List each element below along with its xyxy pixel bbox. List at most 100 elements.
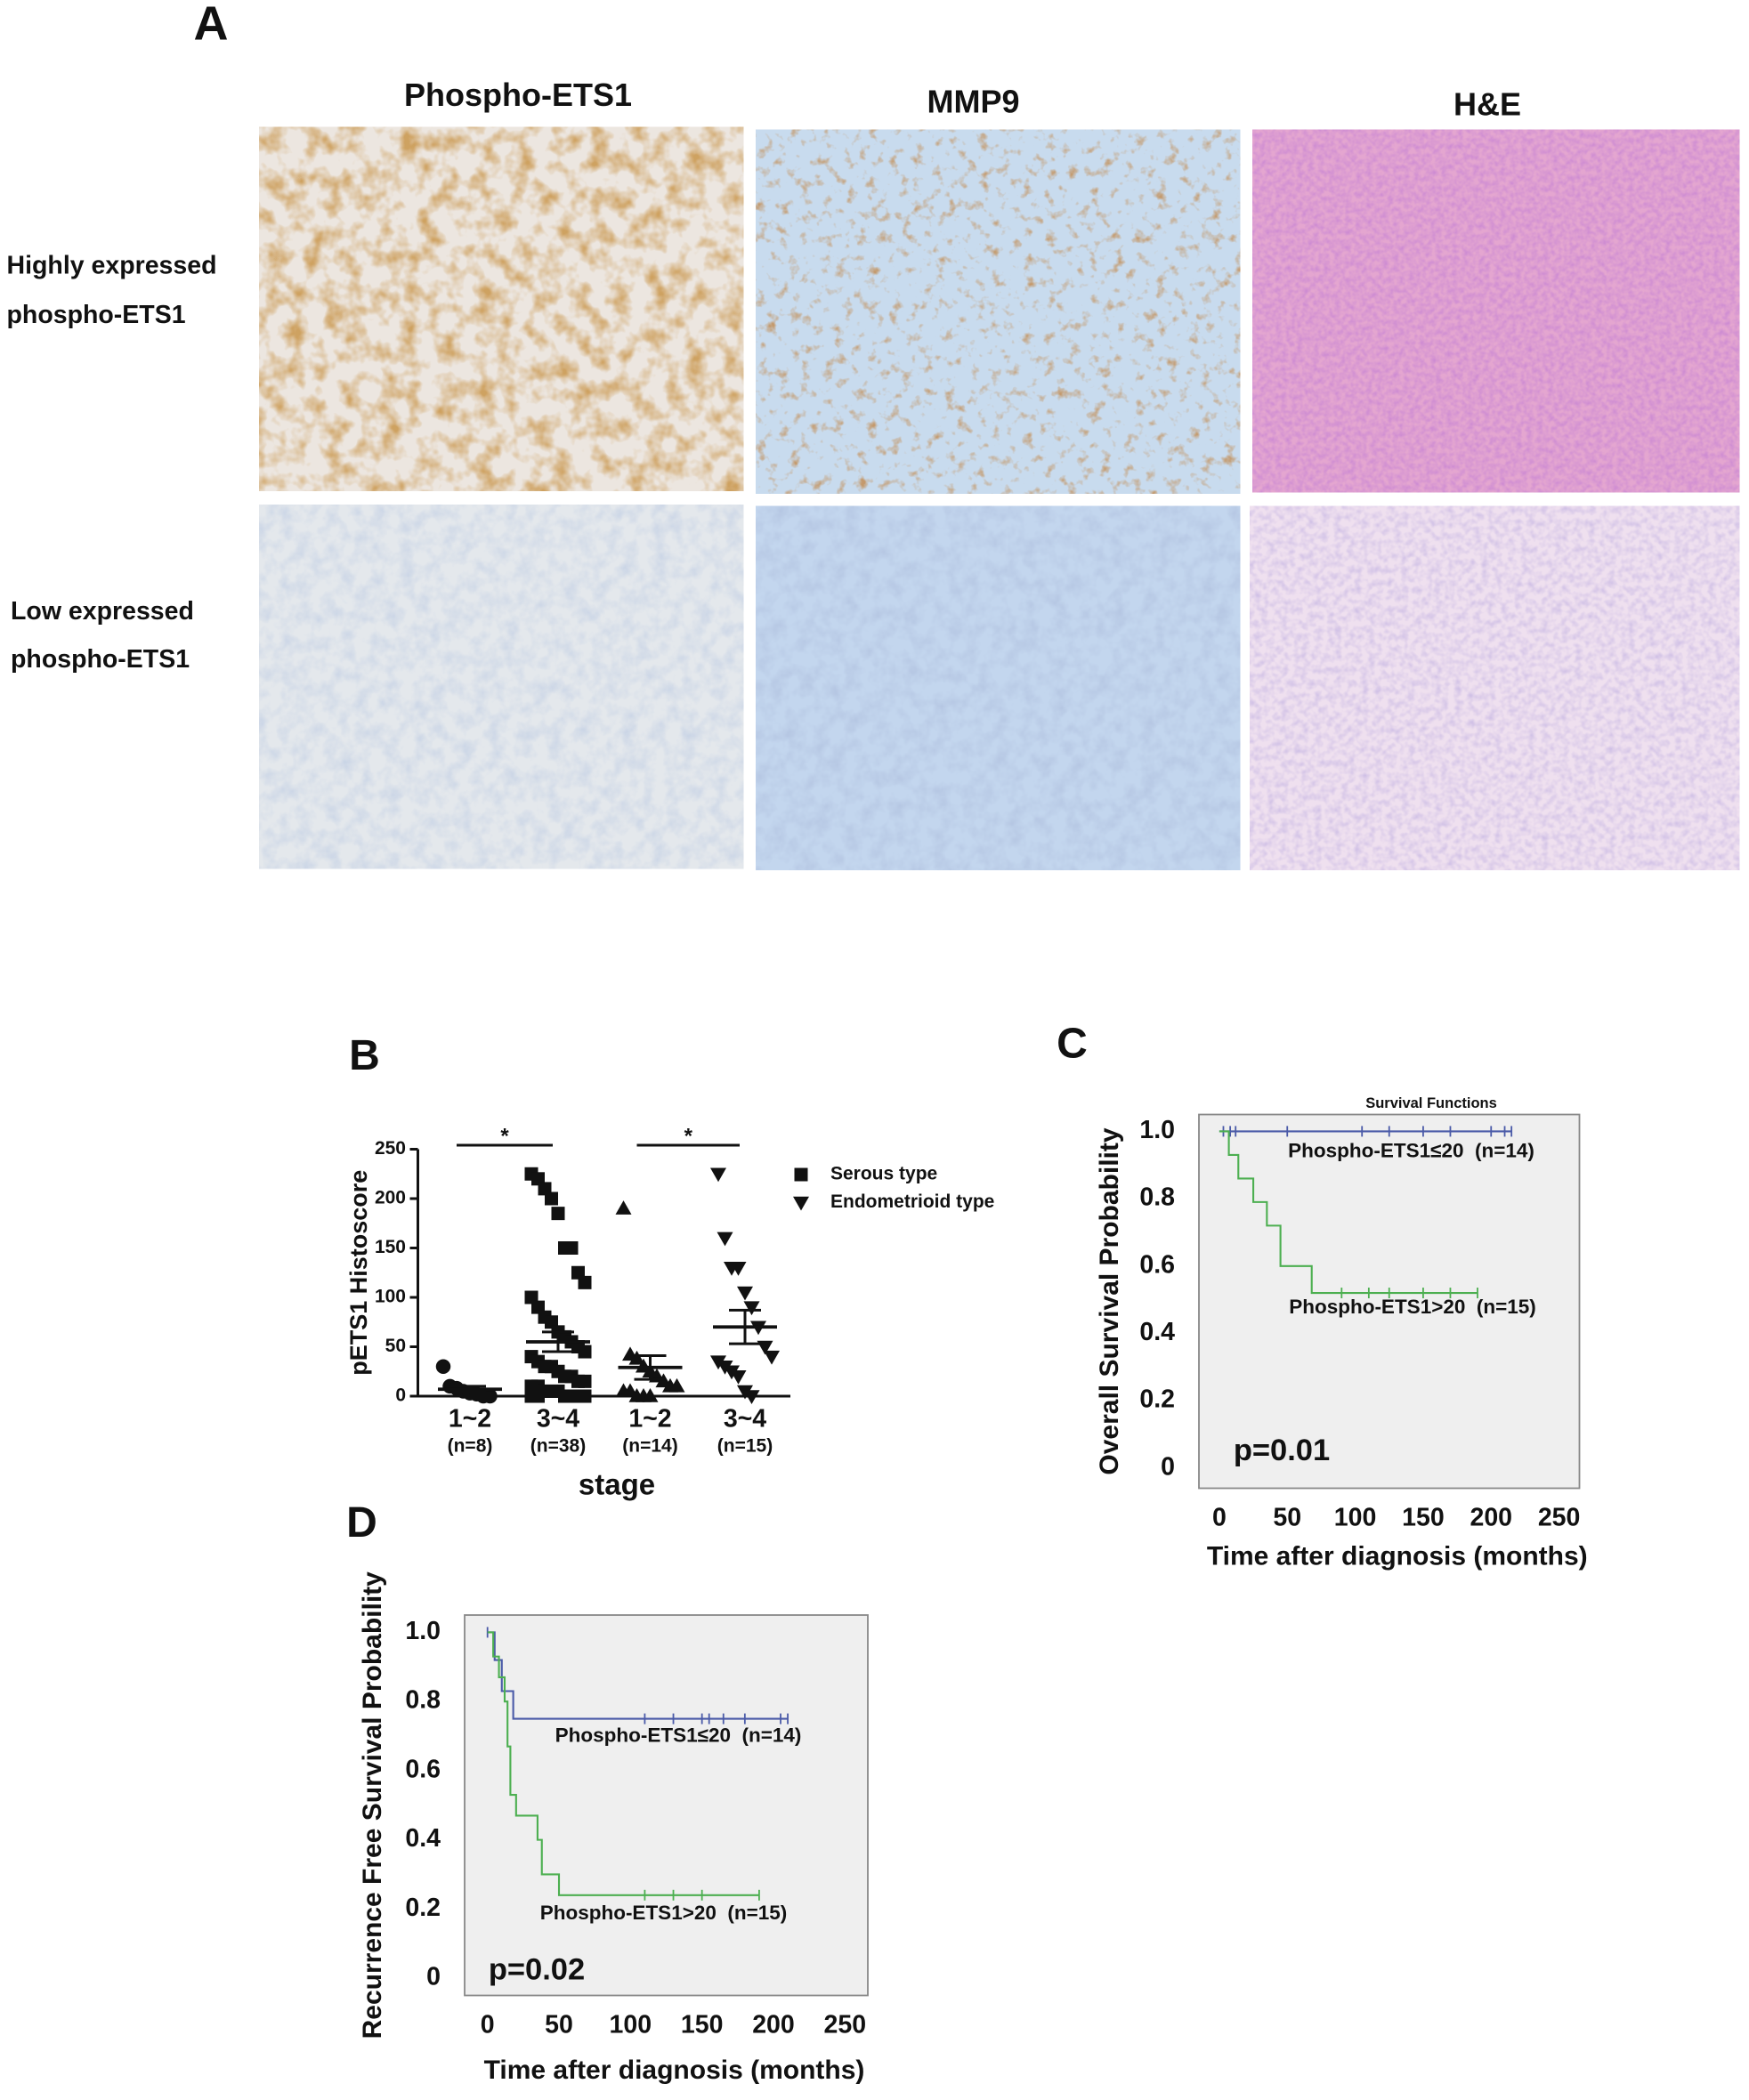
x-tick-count: (n=8) xyxy=(448,1436,493,1457)
x-tick-count: (n=15) xyxy=(717,1436,773,1457)
point xyxy=(531,1389,545,1403)
point xyxy=(737,1286,753,1301)
error-bar xyxy=(542,1330,574,1353)
x-tick-label: 250 xyxy=(824,2011,867,2039)
x-tick-label: 100 xyxy=(610,2011,652,2039)
p-value: p=0.01 xyxy=(1234,1434,1330,1467)
plot-area xyxy=(1198,1113,1581,1490)
chart-title: Survival Functions xyxy=(1365,1095,1497,1111)
row-label: phospho-ETS1 xyxy=(11,645,190,674)
x-tick-label: 200 xyxy=(752,2011,795,2039)
y-tick-label: 1.0 xyxy=(405,1617,441,1645)
x-tick-label: 0 xyxy=(481,2011,495,2039)
y-axis-title: Overall Survival Probability xyxy=(1095,1127,1124,1474)
x-tick-label: 0 xyxy=(1212,1504,1227,1532)
curve-label: Phospho-ETS1≤20 (n=14) xyxy=(1288,1139,1534,1161)
y-tick-label: 150 xyxy=(375,1237,406,1257)
significance-label: * xyxy=(500,1124,509,1148)
point xyxy=(743,1301,760,1316)
x-tick-count: (n=14) xyxy=(622,1436,677,1457)
significance-label: * xyxy=(684,1124,693,1148)
y-tick-label: 0.8 xyxy=(405,1686,441,1715)
point xyxy=(545,1191,558,1206)
error-bar xyxy=(634,1353,667,1381)
point xyxy=(578,1374,592,1388)
curve-label: Phospho-ETS1>20 (n=15) xyxy=(540,1902,788,1924)
x-tick-label: 1~2 xyxy=(628,1405,671,1434)
point xyxy=(668,1377,685,1393)
x-tick-label: 150 xyxy=(681,2011,724,2039)
survival-curve xyxy=(1219,1130,1478,1295)
x-tick-label: 1~2 xyxy=(449,1405,491,1434)
y-tick-label: 0.6 xyxy=(405,1755,441,1783)
point xyxy=(717,1232,733,1247)
x-axis-title: Time after diagnosis (months) xyxy=(484,2056,865,2085)
point xyxy=(743,1390,760,1404)
panel-label: A xyxy=(194,0,229,50)
y-tick-label: 250 xyxy=(375,1138,406,1159)
x-tick-label: 150 xyxy=(1402,1504,1445,1532)
x-tick-label: 3~4 xyxy=(537,1405,579,1434)
x-axis-title: stage xyxy=(579,1468,655,1501)
point xyxy=(564,1241,579,1255)
survival-curve xyxy=(487,1631,759,1896)
y-tick-label: 100 xyxy=(375,1287,406,1307)
curve-label: Phospho-ETS1>20 (n=15) xyxy=(1289,1296,1536,1318)
panel-label: C xyxy=(1057,1021,1088,1068)
y-axis-title: Recurrence Free Survival Probability xyxy=(358,1571,387,2039)
legend-marker xyxy=(793,1196,809,1211)
y-tick-label: 200 xyxy=(375,1188,406,1208)
panel-label: B xyxy=(349,1032,380,1079)
y-tick-label: 0.4 xyxy=(1139,1318,1175,1346)
x-tick-label: 50 xyxy=(1273,1504,1301,1532)
row-label: Highly expressed xyxy=(7,252,217,280)
point xyxy=(435,1359,451,1374)
y-tick-label: 50 xyxy=(385,1336,406,1356)
x-tick-count: (n=38) xyxy=(530,1436,586,1457)
x-tick-label: 250 xyxy=(1538,1504,1581,1532)
x-tick-label: 3~4 xyxy=(724,1405,766,1434)
x-tick-label: 200 xyxy=(1470,1504,1512,1532)
micrographs xyxy=(259,126,1740,870)
point xyxy=(578,1389,592,1403)
curve-label: Phospho-ETS1≤20 (n=14) xyxy=(555,1724,802,1746)
panel-label: D xyxy=(346,1499,377,1547)
point xyxy=(642,1388,659,1402)
y-tick-label: 0.2 xyxy=(405,1894,441,1922)
image-texture xyxy=(1252,129,1740,493)
plot-area xyxy=(464,1614,869,1997)
image-texture xyxy=(1250,505,1740,870)
y-axis-title: pETS1 Histoscore xyxy=(345,1170,372,1376)
survival-curve xyxy=(487,1631,789,1720)
column-header: MMP9 xyxy=(927,84,1019,120)
p-value: p=0.02 xyxy=(489,1953,585,1987)
point xyxy=(482,1388,498,1404)
point xyxy=(578,1275,592,1289)
y-tick-label: 0.6 xyxy=(1139,1250,1175,1279)
error-bar xyxy=(454,1385,486,1394)
image-texture xyxy=(756,129,1241,494)
legend-label: Endometrioid type xyxy=(830,1191,994,1212)
x-tick-label: 50 xyxy=(545,2011,573,2039)
point xyxy=(730,1261,747,1276)
point xyxy=(578,1345,592,1359)
legend-marker xyxy=(794,1167,808,1182)
y-tick-label: 0.2 xyxy=(1139,1385,1175,1414)
point xyxy=(730,1370,747,1385)
y-tick-label: 0 xyxy=(1161,1452,1175,1481)
error-bar xyxy=(729,1308,761,1345)
y-tick-label: 0 xyxy=(426,1963,441,1991)
column-header: H&E xyxy=(1453,86,1521,123)
legend-label: Serous type xyxy=(830,1164,937,1184)
point xyxy=(764,1350,780,1365)
image-texture xyxy=(756,505,1241,870)
x-tick-label: 100 xyxy=(1334,1504,1377,1532)
point xyxy=(615,1200,632,1215)
x-axis-title: Time after diagnosis (months) xyxy=(1207,1541,1588,1571)
row-label: Low expressed xyxy=(11,597,194,626)
row-label: phospho-ETS1 xyxy=(7,301,186,329)
y-tick-label: 0 xyxy=(395,1385,406,1406)
point xyxy=(551,1207,565,1221)
